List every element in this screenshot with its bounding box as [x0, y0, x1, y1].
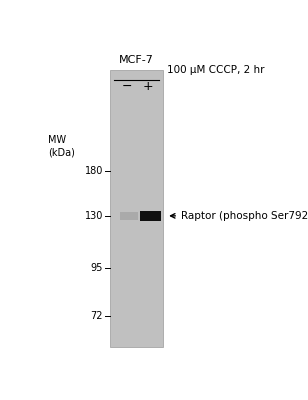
- Text: −: −: [122, 80, 132, 93]
- Text: MW
(kDa): MW (kDa): [48, 135, 75, 158]
- Text: 72: 72: [91, 311, 103, 321]
- Text: Raptor (phospho Ser792): Raptor (phospho Ser792): [180, 211, 308, 221]
- Bar: [140, 211, 161, 221]
- Text: 130: 130: [85, 211, 103, 221]
- Text: 100 μM CCCP, 2 hr: 100 μM CCCP, 2 hr: [168, 64, 265, 74]
- Text: 180: 180: [85, 166, 103, 176]
- Text: 95: 95: [91, 263, 103, 273]
- Bar: [110, 70, 163, 347]
- Text: +: +: [143, 80, 154, 93]
- Text: MCF-7: MCF-7: [119, 55, 154, 65]
- Bar: [120, 212, 138, 220]
